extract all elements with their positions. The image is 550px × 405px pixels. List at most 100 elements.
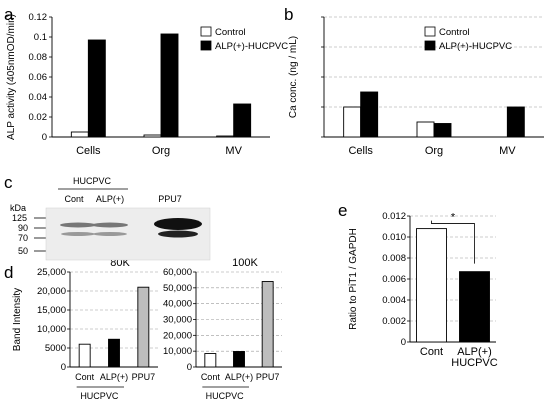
group-label: HUCPVC bbox=[80, 391, 119, 401]
chart-a-alp-activity: 0 0.02 0.04 0.06 0.08 0.1 0.12 Cells Org MV ALP ac… bbox=[6, 12, 288, 157]
x-category-label: ALP(+) bbox=[100, 372, 128, 382]
legend-swatch bbox=[424, 40, 436, 51]
legend-swatch bbox=[424, 26, 436, 37]
blot-band-cont-upper bbox=[60, 222, 96, 228]
y-tick-label: 0.04 bbox=[29, 92, 48, 103]
y-axis-title: Band Intensity bbox=[12, 288, 23, 351]
bar-org-control bbox=[416, 121, 435, 138]
x-category-label: HUCPVC bbox=[451, 357, 498, 369]
x-category-label: Cont bbox=[201, 372, 221, 382]
y-tick-label: 0 bbox=[61, 362, 66, 373]
y-tick-label: 0.1 bbox=[34, 32, 47, 43]
blot-unit: kDa bbox=[10, 203, 26, 213]
y-tick-label: 0.002 bbox=[382, 316, 406, 327]
blot-group-label: HUCPVC bbox=[73, 176, 112, 186]
x-category-label: MV bbox=[499, 145, 516, 157]
blot-band-ppu7-upper bbox=[154, 218, 202, 230]
panel-letter-c: c bbox=[4, 173, 13, 192]
bar-org-alp bbox=[433, 123, 452, 138]
x-category-label: ALP(+) bbox=[457, 346, 492, 358]
y-tick-label: 0.008 bbox=[382, 253, 406, 264]
bar-cont bbox=[416, 228, 447, 343]
legend-swatch bbox=[200, 40, 212, 51]
y-tick-label: 25,000 bbox=[37, 267, 66, 278]
blot-lane-ppu7: PPU7 bbox=[158, 194, 182, 204]
y-tick-label: 20,000 bbox=[37, 286, 66, 297]
blot-lane-alp: ALP(+) bbox=[96, 194, 124, 204]
panel-letter-e: e bbox=[338, 201, 347, 220]
y-axis-title: Ca conc. (ng / mL) bbox=[288, 36, 299, 118]
y-axis-title: Ratio to PiT1 / GAPDH bbox=[348, 228, 359, 330]
bar-alp bbox=[233, 351, 245, 368]
y-tick-label: 10,000 bbox=[163, 346, 192, 357]
x-category-label: Org bbox=[152, 145, 170, 157]
y-tick-label: 0.12 bbox=[29, 12, 48, 23]
blot-band-ppu7-lower bbox=[158, 230, 198, 238]
panel-letter-d: d bbox=[4, 263, 13, 282]
panel-letter-a: a bbox=[4, 5, 14, 24]
blot-band-cont-lower bbox=[61, 232, 95, 236]
x-category-label: Cells bbox=[76, 145, 101, 157]
y-tick-label: 50,000 bbox=[163, 283, 192, 294]
y-tick-label: 0.010 bbox=[382, 232, 406, 243]
x-category-label: MV bbox=[225, 145, 242, 157]
group-label: HUCPVC bbox=[206, 391, 245, 401]
legend-label: ALP(+)-HUCPVC bbox=[439, 41, 512, 52]
y-tick-label: 0 bbox=[401, 337, 406, 348]
legend-swatch bbox=[200, 26, 212, 37]
x-category-label: Org bbox=[425, 145, 443, 157]
y-tick-label: 5000 bbox=[45, 343, 66, 354]
x-category-label: ALP(+) bbox=[225, 372, 253, 382]
bar-cont bbox=[204, 353, 217, 368]
y-tick-label: 0.006 bbox=[382, 274, 406, 285]
western-blot: HUCPVC Cont ALP(+) PPU7 kDa 125 90 70 50 bbox=[10, 176, 211, 261]
blot-lane-cont: Cont bbox=[64, 194, 84, 204]
bar-mv-alp bbox=[233, 103, 252, 138]
x-category-label: Cells bbox=[348, 145, 373, 157]
bar-ppu7 bbox=[137, 286, 150, 368]
y-tick-label: 0.02 bbox=[29, 112, 48, 123]
y-tick-label: 15,000 bbox=[37, 305, 66, 316]
x-category-label: Cont bbox=[75, 372, 95, 382]
blot-marker-90: 90 bbox=[18, 223, 28, 233]
y-tick-label: 0.06 bbox=[29, 72, 48, 83]
bar-org-control bbox=[143, 134, 162, 138]
significance-bracket bbox=[431, 220, 475, 264]
y-tick-label: 0 bbox=[42, 132, 47, 143]
panel-letter-b: b bbox=[284, 5, 293, 24]
x-category-label: PPU7 bbox=[256, 372, 280, 382]
legend-label: Control bbox=[439, 27, 470, 38]
bar-cells-alp bbox=[360, 91, 379, 138]
bar-cells-control bbox=[343, 106, 362, 138]
chart-d-100k: 0 10,000 20,000 30,000 40,000 50,000 60,000 Con… bbox=[163, 257, 282, 401]
bar-cont bbox=[78, 343, 91, 368]
y-tick-label: 0.012 bbox=[382, 211, 406, 222]
x-category-label: PPU7 bbox=[132, 372, 156, 382]
blot-marker-70: 70 bbox=[18, 233, 28, 243]
y-tick-label: 10,000 bbox=[37, 324, 66, 335]
chart-e-pit1-ratio: 0 0.002 0.004 0.006 0.008 0.010 0.012 Cont ALP(+… bbox=[348, 211, 498, 369]
y-tick-label: 0.004 bbox=[382, 295, 406, 306]
chart-d-80k: 0 5000 10,000 15,000 20,000 25,000 Cont ALP(+) P… bbox=[12, 257, 158, 401]
bar-alp bbox=[459, 271, 490, 343]
bar-cells-alp bbox=[87, 39, 106, 138]
chart-b-ca-concentration: Cells Org MV Ca conc. (ng / mL) Control ALP(+… bbox=[288, 16, 544, 157]
y-tick-label: 40,000 bbox=[163, 299, 192, 310]
bar-mv-control bbox=[216, 135, 235, 138]
chart-title: 100K bbox=[232, 257, 258, 269]
bar-cells-control bbox=[70, 131, 89, 138]
blot-marker-50: 50 bbox=[18, 246, 28, 256]
y-axis-title: ALP activity (405nmOD/min) bbox=[6, 14, 17, 140]
y-tick-label: 30,000 bbox=[163, 315, 192, 326]
y-tick-label: 60,000 bbox=[163, 267, 192, 278]
bar-mv-alp bbox=[506, 106, 525, 138]
blot-band-alp-upper bbox=[92, 222, 128, 228]
y-tick-label: 20,000 bbox=[163, 330, 192, 341]
bar-alp bbox=[108, 338, 120, 368]
significance-marker: * bbox=[451, 212, 456, 224]
x-category-label: Cont bbox=[420, 346, 443, 358]
y-tick-label: 0 bbox=[187, 362, 192, 373]
bar-org-alp bbox=[160, 33, 179, 138]
blot-marker-125: 125 bbox=[12, 213, 27, 223]
